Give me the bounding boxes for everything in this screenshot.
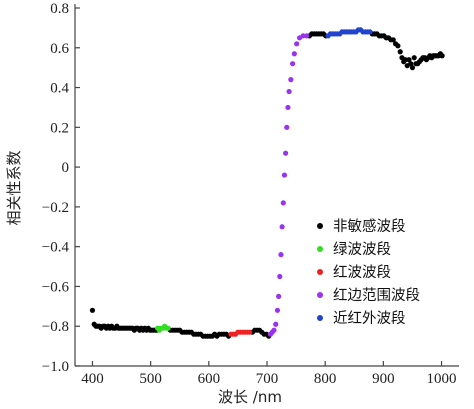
series-3-point: [276, 293, 282, 299]
legend-marker: [317, 315, 323, 321]
series-3-point: [274, 307, 281, 313]
y-tick-label: −1.0: [42, 359, 69, 375]
x-tick-label: 400: [81, 371, 104, 387]
x-tick-label: 1000: [427, 371, 457, 387]
series-3-point: [281, 172, 288, 178]
series-0-point: [408, 61, 414, 67]
x-tick-label: 500: [139, 371, 162, 387]
series-3-point: [284, 124, 290, 130]
data-points: [89, 27, 445, 339]
y-tick-label: 0.2: [50, 120, 69, 136]
legend-marker: [317, 223, 323, 229]
series-3-point: [271, 327, 277, 333]
legend-marker: [317, 269, 323, 275]
y-tick-label: 0.6: [50, 41, 69, 57]
legend-label: 非敏感波段: [333, 218, 406, 235]
legend-label: 绿波波段: [333, 241, 391, 258]
series-3-point: [279, 224, 285, 230]
series-3-point: [303, 33, 310, 39]
series-0-point: [411, 55, 417, 61]
series-3-point: [273, 321, 279, 327]
series-0-point: [406, 57, 412, 63]
series-3-point: [291, 51, 297, 57]
y-axis-title: 相关性系数: [5, 150, 23, 225]
x-tick-label: 800: [314, 371, 337, 387]
legend-label: 近红外波段: [333, 310, 406, 327]
series-3-point: [277, 273, 283, 280]
y-tick-label: 0.8: [50, 1, 69, 17]
series-3-point: [288, 77, 294, 83]
series-1-point: [165, 325, 171, 331]
series-3-point: [278, 252, 284, 258]
series-0-point: [397, 49, 403, 55]
ticks: −1.0 −0.8 −0.6 −0.4 −0.2 0 0.2 0.4 0.6 0.8 400 500 6…: [42, 1, 457, 387]
legend-marker: [317, 292, 323, 298]
y-tick-label: −0.4: [42, 240, 70, 256]
series-3-point: [280, 200, 286, 206]
series-0-point: [390, 37, 396, 43]
legend-label: 红波波段: [333, 264, 391, 281]
y-tick-label: 0: [62, 160, 70, 176]
x-tick-label: 600: [198, 371, 221, 387]
series-0-point: [409, 65, 416, 71]
y-tick-label: −0.6: [42, 279, 70, 295]
series-0-point: [395, 43, 401, 49]
x-tick-label: 900: [372, 371, 395, 387]
series-3-point: [283, 150, 289, 156]
x-axis-title: 波长 /nm: [218, 388, 282, 406]
x-tick-label: 700: [256, 371, 279, 387]
legend-label: 红边范围波段: [333, 287, 420, 304]
series-3-point: [290, 61, 296, 67]
series-3-point: [294, 41, 300, 47]
y-tick-label: −0.8: [42, 319, 69, 335]
series-3-point: [286, 88, 292, 95]
legend-marker: [317, 246, 323, 252]
series-3-point: [285, 104, 291, 111]
series-2-point: [246, 329, 253, 335]
series-4-point: [367, 29, 373, 35]
series-0-point: [89, 307, 96, 313]
y-tick-label: 0.4: [50, 81, 69, 97]
y-tick-label: −0.2: [42, 200, 69, 216]
series-0-point: [439, 53, 445, 59]
